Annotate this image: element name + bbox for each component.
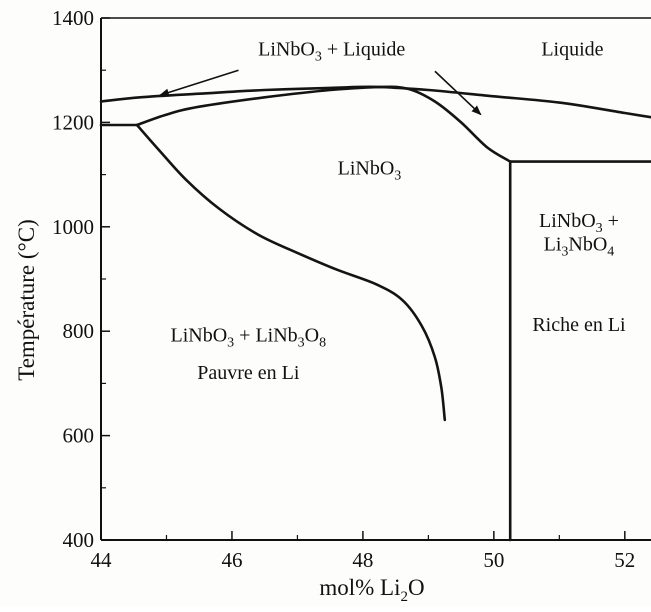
y-tick-label: 600	[63, 424, 95, 448]
x-tick-label: 46	[221, 548, 242, 572]
phase-boundary-curve	[99, 85, 651, 119]
region-label: Riche en Li	[532, 314, 626, 336]
region-label: LiNbO3 + LiNb3O8	[171, 325, 327, 351]
x-axis-title: mol% Li2O	[319, 575, 424, 605]
region-label: LiNbO3 +	[539, 210, 619, 236]
x-tick-label: 52	[614, 548, 635, 572]
region-label: Liquide	[541, 39, 603, 61]
y-tick-label: 1200	[52, 110, 94, 134]
pointer-arrow	[434, 70, 482, 116]
x-tick-label: 48	[352, 548, 373, 572]
phase-boundary-curve	[135, 85, 512, 163]
region-label: Pauvre en Li	[197, 362, 300, 384]
pointer-arrow	[158, 69, 239, 97]
y-tick-label: 800	[63, 319, 95, 343]
y-tick-label: 1400	[52, 6, 94, 30]
region-label: Li3NbO4	[544, 233, 615, 259]
phase-boundary-curve	[135, 123, 447, 422]
x-tick-label: 44	[91, 548, 113, 572]
region-label: LiNbO3 + Liquide	[258, 39, 405, 65]
x-tick-label: 50	[483, 548, 504, 572]
y-tick-label: 1000	[52, 215, 94, 239]
region-label: LiNbO3	[338, 158, 402, 184]
y-axis-title: Température (°C)	[14, 219, 39, 380]
y-tick-label: 400	[63, 528, 95, 552]
